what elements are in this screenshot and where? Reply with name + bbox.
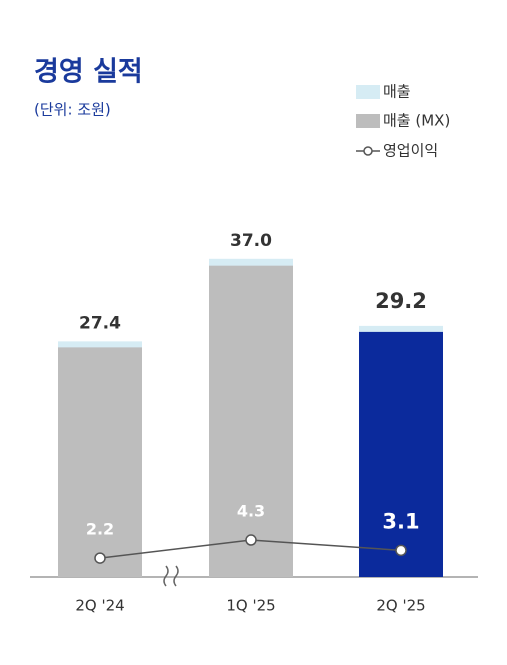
value-label: 29.2 xyxy=(375,289,427,313)
line-marker xyxy=(395,544,407,557)
chart-subtitle: (단위: 조원) xyxy=(34,101,111,119)
value-label: 2.2 xyxy=(86,520,114,539)
value-label: 4.3 xyxy=(237,502,265,521)
line-marker xyxy=(245,534,257,546)
value-label: 3.1 xyxy=(382,509,419,533)
legend-marker xyxy=(363,146,373,156)
value-label: 27.4 xyxy=(79,313,121,333)
x-tick-label: 2Q '25 xyxy=(376,597,425,615)
legend-label: 매출 (MX) xyxy=(383,112,450,130)
legend-swatch xyxy=(356,85,380,99)
axis-break xyxy=(163,565,179,587)
chart-title: 경영 실적 xyxy=(34,57,143,88)
bar xyxy=(359,331,443,577)
legend-label: 매출 xyxy=(383,83,411,101)
line-marker xyxy=(94,552,106,564)
legend-swatch xyxy=(356,114,380,128)
bar xyxy=(58,347,142,577)
x-tick-label: 1Q '25 xyxy=(226,597,275,615)
bar xyxy=(209,265,293,577)
legend-label: 영업이익 xyxy=(383,142,438,160)
value-label: 37.0 xyxy=(230,231,272,251)
x-tick-label: 2Q '24 xyxy=(75,597,124,615)
